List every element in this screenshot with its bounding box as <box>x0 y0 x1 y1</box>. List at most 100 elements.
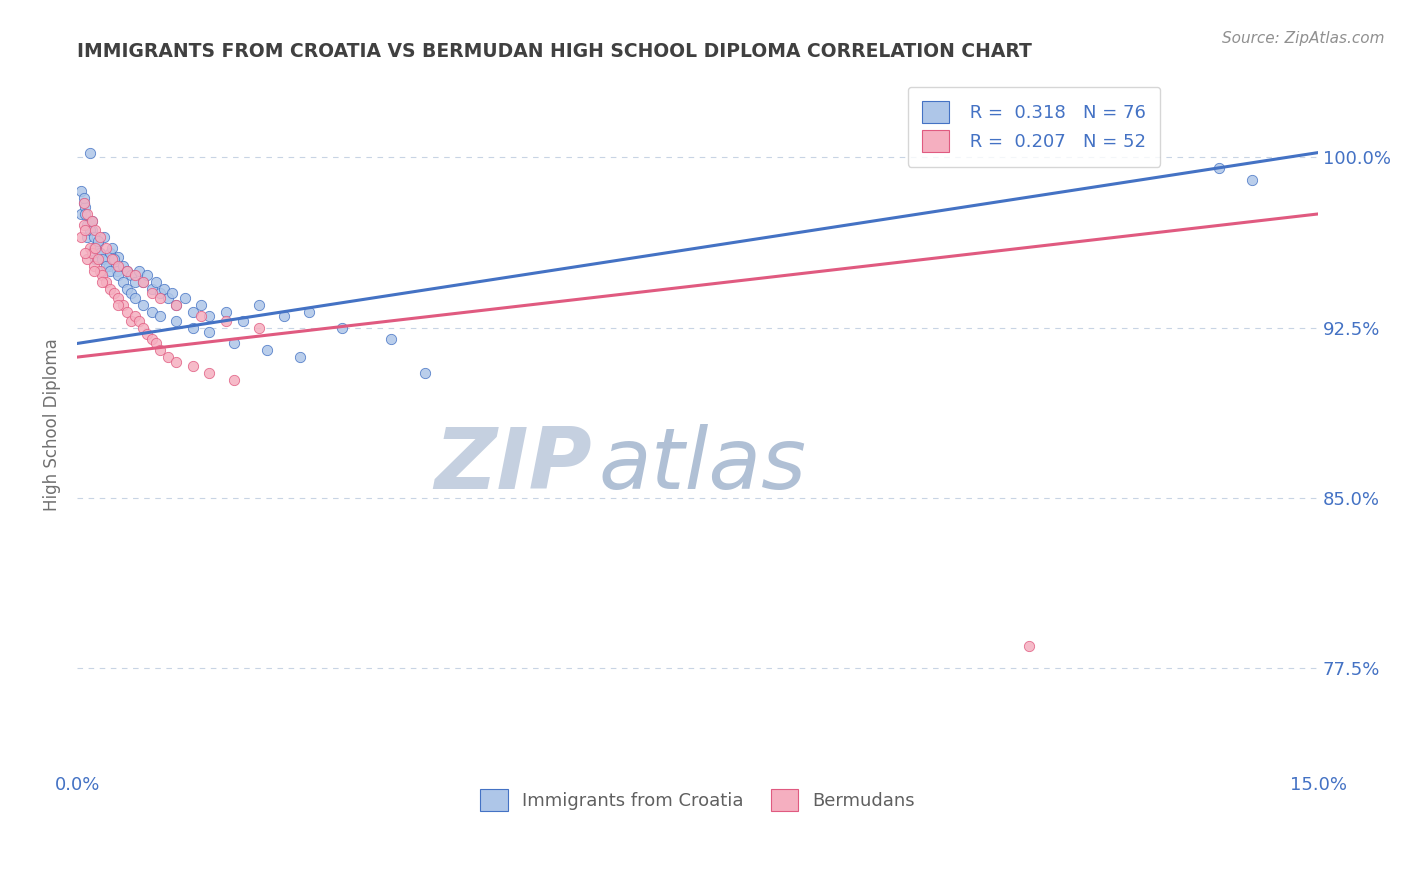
Point <box>149 343 172 358</box>
Point <box>181 320 204 334</box>
Point <box>90 252 112 267</box>
Text: IMMIGRANTS FROM CROATIA VS BERMUDAN HIGH SCHOOL DIPLOMA CORRELATION CHART: IMMIGRANTS FROM CROATIA VS BERMUDAN HIGH… <box>77 42 1032 61</box>
Point <box>173 291 195 305</box>
Point <box>111 259 134 273</box>
Point <box>84 241 107 255</box>
Point <box>1018 639 1040 653</box>
Point <box>89 245 111 260</box>
Point <box>232 314 254 328</box>
Point <box>115 282 138 296</box>
Point <box>380 332 402 346</box>
Point <box>107 250 129 264</box>
Point <box>190 298 212 312</box>
Point <box>190 309 212 323</box>
Point <box>93 229 115 244</box>
Point <box>89 229 111 244</box>
Text: ZIP: ZIP <box>434 425 592 508</box>
Point <box>128 314 150 328</box>
Text: atlas: atlas <box>599 425 806 508</box>
Point <box>111 275 134 289</box>
Point <box>75 200 97 214</box>
Point <box>120 314 142 328</box>
Point <box>89 245 111 260</box>
Point <box>162 286 184 301</box>
Point <box>76 219 98 233</box>
Y-axis label: High School Diploma: High School Diploma <box>44 338 60 510</box>
Point <box>103 254 125 268</box>
Point <box>90 264 112 278</box>
Point <box>70 229 93 244</box>
Point <box>75 223 97 237</box>
Point <box>145 275 167 289</box>
Point <box>124 268 146 283</box>
Point <box>124 275 146 289</box>
Point <box>115 264 138 278</box>
Point <box>181 304 204 318</box>
Point <box>247 320 270 334</box>
Point <box>76 252 98 267</box>
Point <box>101 252 124 267</box>
Point <box>103 286 125 301</box>
Point <box>120 286 142 301</box>
Point <box>103 252 125 267</box>
Point <box>107 298 129 312</box>
Point <box>70 184 93 198</box>
Point <box>141 286 163 301</box>
Point <box>115 304 138 318</box>
Point <box>157 350 180 364</box>
Point <box>215 314 238 328</box>
Point <box>70 207 93 221</box>
Point <box>124 291 146 305</box>
Point <box>98 264 121 278</box>
Point <box>198 366 221 380</box>
Point <box>132 320 155 334</box>
Point <box>84 241 107 255</box>
Point <box>115 264 138 278</box>
Point <box>83 241 105 255</box>
Point <box>83 229 105 244</box>
Point <box>73 219 96 233</box>
Point <box>80 223 103 237</box>
Point <box>256 343 278 358</box>
Point <box>132 275 155 289</box>
Point <box>273 309 295 323</box>
Point <box>224 336 246 351</box>
Point <box>141 282 163 296</box>
Point <box>84 223 107 237</box>
Point <box>107 259 129 273</box>
Point <box>153 282 176 296</box>
Point <box>107 291 129 305</box>
Legend: Immigrants from Croatia, Bermudans: Immigrants from Croatia, Bermudans <box>468 777 928 824</box>
Point <box>75 245 97 260</box>
Point <box>136 268 159 283</box>
Point <box>83 264 105 278</box>
Point <box>149 286 172 301</box>
Point <box>90 268 112 283</box>
Point <box>94 259 117 273</box>
Point <box>76 229 98 244</box>
Point <box>87 236 110 251</box>
Point <box>73 195 96 210</box>
Point <box>73 195 96 210</box>
Point <box>298 304 321 318</box>
Point <box>149 309 172 323</box>
Point <box>124 309 146 323</box>
Point <box>198 309 221 323</box>
Point <box>80 213 103 227</box>
Point <box>94 275 117 289</box>
Point <box>79 213 101 227</box>
Text: Source: ZipAtlas.com: Source: ZipAtlas.com <box>1222 31 1385 46</box>
Point <box>76 207 98 221</box>
Point <box>165 298 187 312</box>
Point <box>90 275 112 289</box>
Point <box>1240 173 1263 187</box>
Point <box>87 234 110 248</box>
Point <box>132 298 155 312</box>
Point <box>165 314 187 328</box>
Point <box>75 207 97 221</box>
Point <box>98 245 121 260</box>
Point <box>80 213 103 227</box>
Point <box>107 268 129 283</box>
Point <box>290 350 312 364</box>
Point <box>136 327 159 342</box>
